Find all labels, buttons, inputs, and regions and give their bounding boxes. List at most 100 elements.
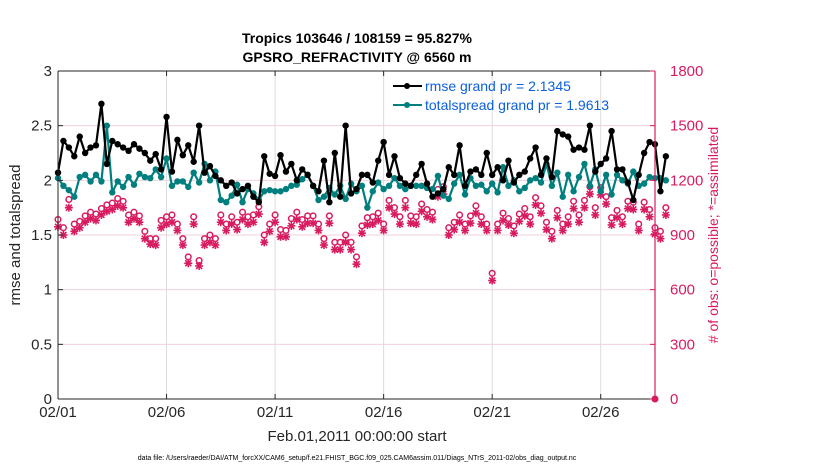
rmse-point bbox=[499, 177, 507, 184]
rmse-point bbox=[472, 166, 480, 173]
y-tick-label-left: 3 bbox=[44, 63, 52, 80]
obs-assimilated-point bbox=[564, 220, 573, 229]
rmse-point bbox=[98, 100, 105, 108]
rmse-point bbox=[76, 133, 83, 140]
obs-star-stroke bbox=[591, 211, 599, 219]
totalspread-point bbox=[380, 185, 387, 193]
totalspread-point bbox=[103, 122, 111, 129]
obs-star-stroke bbox=[380, 226, 388, 235]
obs-assimilated-point bbox=[607, 220, 616, 229]
rmse-point bbox=[570, 146, 577, 153]
obs-star-stroke bbox=[521, 212, 529, 220]
obs-star-stroke bbox=[157, 224, 165, 232]
obs-star-stroke bbox=[358, 229, 366, 237]
rmse-point bbox=[81, 149, 89, 157]
obs-assimilated-point bbox=[428, 215, 437, 224]
obs-star-stroke bbox=[526, 220, 534, 228]
totalspread-point bbox=[418, 182, 425, 189]
obs-possible-point bbox=[59, 224, 67, 232]
rmse-point bbox=[337, 193, 344, 200]
obs-star-stroke bbox=[580, 204, 589, 212]
obs-possible-point bbox=[456, 211, 464, 219]
totalspread-point bbox=[494, 189, 501, 196]
rmse-point bbox=[385, 171, 393, 179]
obs-star-stroke bbox=[195, 262, 203, 270]
legend-rmse-marker bbox=[404, 83, 410, 89]
obs-possible-point bbox=[407, 212, 415, 220]
totalspread-point bbox=[92, 171, 100, 179]
obs-star-stroke bbox=[390, 210, 399, 218]
totalspread-point bbox=[613, 171, 621, 179]
obs-star-stroke bbox=[76, 224, 84, 232]
obs-assimilated-point bbox=[509, 229, 518, 238]
y-tick-label-right: 600 bbox=[670, 282, 695, 299]
obs-possible-point bbox=[200, 235, 209, 243]
obs-assimilated-point bbox=[580, 203, 589, 212]
rmse-point bbox=[613, 166, 621, 173]
totalspread-point bbox=[646, 173, 653, 181]
obs-possible-point bbox=[249, 211, 257, 219]
obs-star-stroke bbox=[282, 233, 290, 241]
obs-possible-point bbox=[591, 204, 599, 212]
rmse-point bbox=[624, 179, 632, 186]
obs-star-stroke bbox=[168, 218, 176, 226]
obs-assimilated-point bbox=[461, 226, 470, 235]
rmse-point bbox=[71, 153, 78, 160]
totalspread-point bbox=[570, 188, 577, 195]
obs-assimilated-point bbox=[151, 241, 160, 250]
totalspread-point bbox=[532, 174, 539, 182]
obs-star-stroke bbox=[450, 225, 458, 234]
y-axis-right-label: # of obs: o=possible; *=assimilated bbox=[705, 127, 721, 343]
rmse-point bbox=[586, 122, 594, 129]
rmse-point bbox=[87, 144, 94, 151]
obs-possible-point bbox=[494, 220, 502, 228]
obs-star-stroke bbox=[564, 220, 572, 228]
obs-assimilated-point bbox=[634, 226, 643, 235]
obs-possible-point bbox=[532, 194, 540, 202]
totalspread-point bbox=[662, 177, 670, 184]
rmse-point bbox=[364, 171, 371, 179]
obs-assimilated-point bbox=[178, 241, 187, 250]
obs-possible-point bbox=[325, 212, 333, 220]
obs-possible-point bbox=[580, 196, 588, 204]
obs-star-stroke bbox=[173, 226, 181, 235]
obs-possible-point bbox=[92, 210, 100, 218]
obs-star-stroke bbox=[570, 205, 578, 213]
obs-star-stroke bbox=[206, 238, 214, 246]
obs-star-stroke bbox=[81, 218, 89, 226]
rmse-point bbox=[266, 170, 273, 177]
obs-assimilated-point bbox=[385, 203, 394, 212]
rmse-point bbox=[277, 151, 284, 159]
obs-star-stroke bbox=[374, 216, 382, 224]
rmse-point bbox=[347, 190, 355, 197]
totalspread-point bbox=[413, 182, 420, 189]
rmse-point bbox=[157, 166, 165, 173]
rmse-point bbox=[429, 193, 436, 200]
obs-assimilated-point bbox=[298, 222, 307, 231]
obs-assimilated-point bbox=[276, 232, 285, 241]
obs-possible-point bbox=[640, 198, 648, 206]
rmse-point bbox=[505, 157, 512, 164]
totalspread-point bbox=[98, 178, 105, 185]
y-tick-label-right: 900 bbox=[670, 227, 695, 244]
obs-star-stroke bbox=[70, 227, 78, 235]
obs-assimilated-point bbox=[363, 220, 372, 229]
totalspread-point bbox=[548, 182, 556, 189]
obs-star-stroke bbox=[184, 259, 192, 267]
obs-assimilated-point bbox=[140, 234, 149, 243]
obs-assimilated-point bbox=[146, 240, 155, 249]
rmse-point bbox=[657, 188, 664, 195]
obs-possible-point bbox=[363, 214, 371, 222]
obs-possible-point bbox=[342, 231, 350, 239]
obs-star-stroke bbox=[325, 219, 333, 227]
rmse-point bbox=[526, 155, 534, 162]
obs-star-stroke bbox=[613, 214, 621, 222]
obs-assimilated-point bbox=[75, 223, 84, 232]
obs-possible-point bbox=[125, 211, 133, 219]
obs-assimilated-point bbox=[189, 220, 198, 229]
obs-assimilated-point bbox=[108, 205, 117, 214]
obs-star-stroke bbox=[602, 200, 610, 208]
obs-assimilated-point bbox=[352, 260, 361, 269]
axes-ticks: 02/01 02/06 02/11 02/16 02/21 02/26 0 0.5 1 1.5 2 2… bbox=[31, 63, 703, 421]
